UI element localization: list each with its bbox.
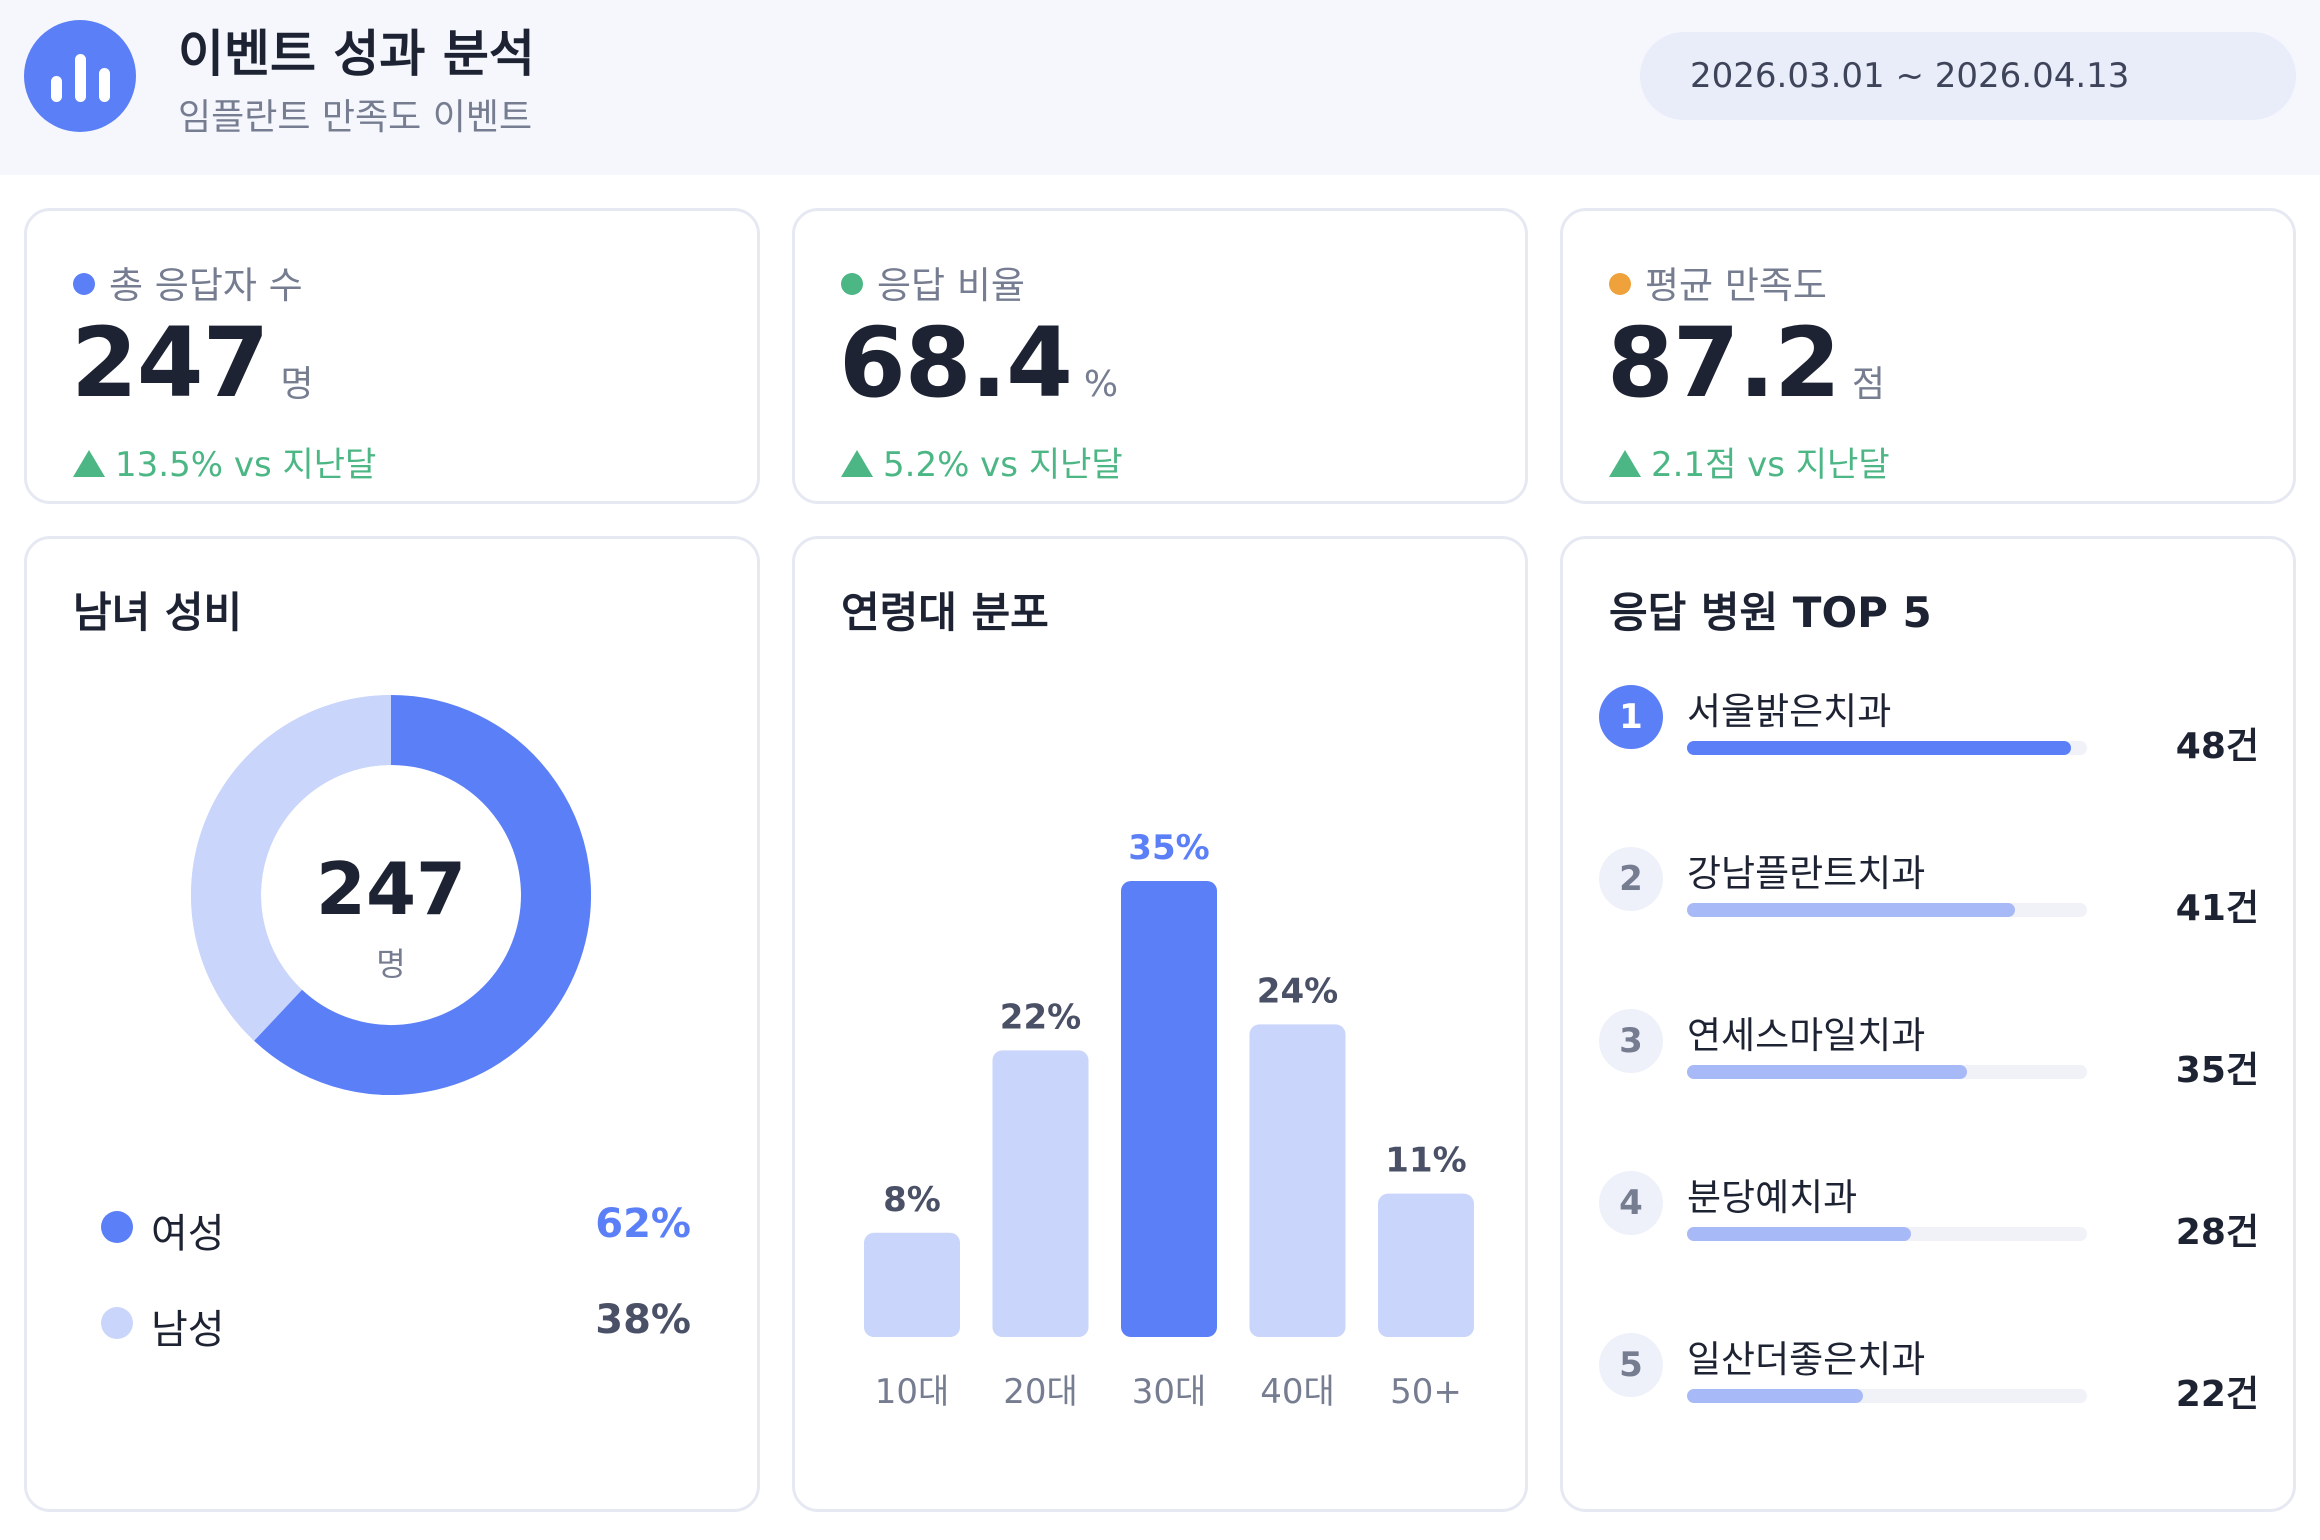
rank-progress-track: [1687, 1227, 2087, 1241]
card-title: 응답 병원 TOP 5: [1609, 588, 1932, 637]
stat-card-average-satisfaction: 평균 만족도 87.2 점 2.1점 vs 지난달: [1560, 208, 2296, 504]
age-bar: [1378, 1193, 1474, 1337]
hospital-count: 28건: [2175, 1212, 2259, 1253]
stat-change: 2.1점 vs 지난달: [1609, 437, 1890, 486]
stat-value: 247 명: [71, 307, 314, 419]
rank-progress-track: [1687, 1389, 2087, 1403]
age-distribution-card: 연령대 분포 8% 10대 22% 20대 35% 30대 24% 40대 11% 50+: [792, 536, 1528, 1512]
rank-badge: 4: [1599, 1171, 1663, 1235]
rank-progress-bar: [1687, 1065, 1967, 1079]
stat-card-total-respondents: 총 응답자 수 247 명 13.5% vs 지난달: [24, 208, 760, 504]
bar-value-label: 24%: [1257, 971, 1338, 1011]
hospital-name: 서울밝은치과: [1687, 690, 1892, 733]
rank-progress-track: [1687, 741, 2087, 755]
rank-progress-track: [1687, 1065, 2087, 1079]
bar-category-label: 40대: [1260, 1372, 1335, 1412]
rank-progress-bar: [1687, 741, 2071, 755]
legend-item-male: 남성 38%: [101, 1293, 691, 1353]
gender-ratio-card: 남녀 성비 247 명 여성 62% 남성 38%: [24, 536, 760, 1512]
stat-value: 87.2 점: [1607, 307, 1885, 419]
hospital-rank-item[interactable]: 1 서울밝은치과 48건: [1599, 675, 2259, 795]
bar-category-label: 50+: [1390, 1372, 1462, 1412]
hospital-rank-item[interactable]: 2 강남플란트치과 41건: [1599, 837, 2259, 957]
gender-donut-chart: 247 명: [191, 695, 591, 1095]
bar-chart-icon: [24, 20, 136, 132]
stat-label: 총 응답자 수: [73, 255, 303, 309]
age-bar: [864, 1232, 960, 1337]
legend-dot-icon: [101, 1307, 133, 1339]
hospital-rank-item[interactable]: 3 연세스마일치과 35건: [1599, 999, 2259, 1119]
status-dot-icon: [73, 273, 95, 295]
bar-category-label: 30대: [1132, 1372, 1207, 1412]
page-header: 이벤트 성과 분석 임플란트 만족도 이벤트 2026.03.01 ~ 2026…: [0, 0, 2320, 175]
page-subtitle: 임플란트 만족도 이벤트: [178, 97, 533, 138]
stat-card-response-rate: 응답 비율 68.4% 5.2% vs 지난달: [792, 208, 1528, 504]
legend-item-female: 여성 62%: [101, 1197, 691, 1257]
stat-label: 평균 만족도: [1609, 255, 1827, 309]
legend-dot-icon: [101, 1211, 133, 1243]
donut-center-value: 247: [315, 847, 467, 931]
hospital-count: 22건: [2175, 1374, 2259, 1415]
age-bar-chart: 8% 10대 22% 20대 35% 30대 24% 40대 11% 50+: [864, 828, 1474, 1412]
hospital-rank-item[interactable]: 4 분당예치과 28건: [1599, 1161, 2259, 1281]
bar-value-label: 22%: [1000, 997, 1081, 1037]
donut-slice-female: [254, 695, 591, 1095]
hospital-name: 일산더좋은치과: [1687, 1338, 1926, 1381]
trend-up-icon: [841, 450, 873, 477]
rank-progress-bar: [1687, 1389, 1863, 1403]
stat-label: 응답 비율: [841, 255, 1025, 309]
hospital-name: 분당예치과: [1687, 1176, 1858, 1219]
rank-progress-bar: [1687, 1227, 1911, 1241]
hospital-name: 연세스마일치과: [1687, 1014, 1926, 1057]
bar-category-label: 10대: [875, 1372, 950, 1412]
hospital-top5-card: 응답 병원 TOP 5 1 서울밝은치과 48건 2 강남플란트치과 41건 3 연세스마일치…: [1560, 536, 2296, 1512]
rank-badge: 1: [1599, 685, 1663, 749]
age-bar: [1121, 881, 1217, 1337]
bar-value-label: 8%: [883, 1180, 941, 1220]
hospital-count: 41건: [2175, 888, 2259, 929]
rank-badge: 3: [1599, 1009, 1663, 1073]
card-title: 연령대 분포: [841, 588, 1049, 637]
hospital-count: 48건: [2175, 726, 2259, 767]
date-range-picker[interactable]: 2026.03.01 ~ 2026.04.13: [1640, 32, 2296, 120]
rank-badge: 5: [1599, 1333, 1663, 1397]
status-dot-icon: [841, 273, 863, 295]
rank-badge: 2: [1599, 847, 1663, 911]
trend-up-icon: [73, 450, 105, 477]
page-title: 이벤트 성과 분석: [178, 25, 535, 83]
bar-value-label: 35%: [1128, 828, 1209, 868]
rank-progress-bar: [1687, 903, 2015, 917]
hospital-count: 35건: [2175, 1050, 2259, 1091]
age-bar: [992, 1050, 1089, 1337]
bar-category-label: 20대: [1003, 1372, 1078, 1412]
stat-change: 5.2% vs 지난달: [841, 437, 1123, 486]
hospital-rank-item[interactable]: 5 일산더좋은치과 22건: [1599, 1323, 2259, 1443]
status-dot-icon: [1609, 273, 1631, 295]
rank-progress-track: [1687, 903, 2087, 917]
bar-value-label: 11%: [1385, 1141, 1466, 1181]
donut-center-unit: 명: [376, 945, 406, 983]
card-title: 남녀 성비: [73, 588, 243, 637]
stat-change: 13.5% vs 지난달: [73, 437, 376, 486]
trend-up-icon: [1609, 450, 1641, 477]
stat-value: 68.4%: [839, 307, 1119, 419]
hospital-name: 강남플란트치과: [1687, 852, 1926, 895]
donut-slice-male: [191, 695, 392, 1041]
age-bar: [1249, 1024, 1346, 1337]
